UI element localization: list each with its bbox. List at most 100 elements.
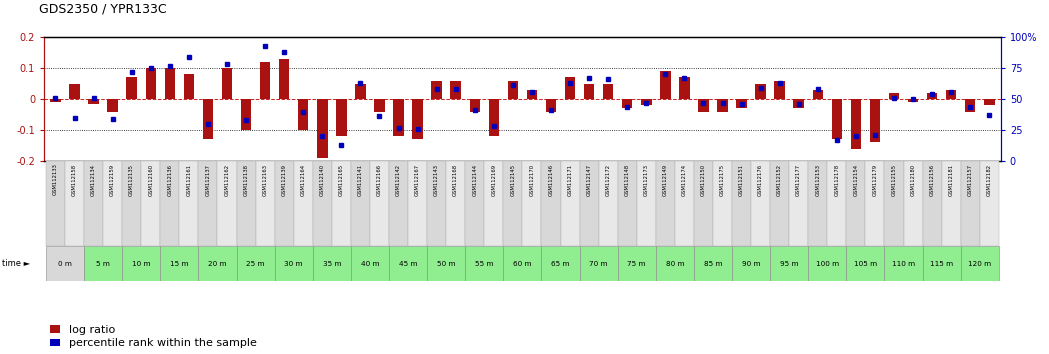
Bar xyxy=(160,161,179,246)
Bar xyxy=(256,161,275,246)
Bar xyxy=(408,161,427,246)
Text: GSM112182: GSM112182 xyxy=(987,164,991,196)
Text: GSM112159: GSM112159 xyxy=(110,164,115,196)
Bar xyxy=(641,99,651,105)
Bar xyxy=(923,161,942,246)
Bar xyxy=(984,99,994,105)
Bar xyxy=(584,84,595,99)
Text: GSM112174: GSM112174 xyxy=(682,164,687,196)
Bar xyxy=(564,78,575,99)
Bar xyxy=(184,74,194,99)
Bar xyxy=(336,99,346,136)
Text: 120 m: 120 m xyxy=(968,261,991,267)
Bar xyxy=(504,161,522,246)
Bar xyxy=(889,93,899,99)
Bar xyxy=(279,59,290,99)
Bar xyxy=(732,246,770,281)
Text: GSM112165: GSM112165 xyxy=(339,164,344,196)
Text: 85 m: 85 m xyxy=(704,261,722,267)
Text: GSM112166: GSM112166 xyxy=(377,164,382,196)
Bar xyxy=(832,99,842,139)
Bar xyxy=(374,99,385,112)
Bar xyxy=(679,78,689,99)
Bar xyxy=(789,161,809,246)
Bar xyxy=(580,246,618,281)
Text: time ►: time ► xyxy=(2,259,30,268)
Text: GSM112145: GSM112145 xyxy=(511,164,515,196)
Text: GSM112168: GSM112168 xyxy=(453,164,458,196)
Bar xyxy=(236,161,256,246)
Text: 75 m: 75 m xyxy=(627,261,646,267)
Text: GSM112177: GSM112177 xyxy=(796,164,801,196)
Bar xyxy=(446,161,465,246)
Bar xyxy=(165,68,175,99)
Bar xyxy=(755,84,766,99)
Text: GSM112164: GSM112164 xyxy=(301,164,305,196)
Bar xyxy=(851,99,861,149)
Bar xyxy=(221,68,232,99)
Bar xyxy=(751,161,770,246)
Bar xyxy=(389,161,408,246)
Bar xyxy=(884,246,923,281)
Text: GSM112151: GSM112151 xyxy=(740,164,744,196)
Text: 95 m: 95 m xyxy=(780,261,798,267)
Bar xyxy=(470,99,480,112)
Bar xyxy=(599,161,618,246)
Bar xyxy=(508,81,518,99)
Bar xyxy=(603,84,614,99)
Bar xyxy=(907,99,918,102)
Text: GSM112154: GSM112154 xyxy=(854,164,858,196)
Text: GSM112157: GSM112157 xyxy=(968,164,972,196)
Text: 10 m: 10 m xyxy=(132,261,150,267)
Bar xyxy=(961,161,980,246)
Text: 115 m: 115 m xyxy=(930,261,954,267)
Text: GDS2350 / YPR133C: GDS2350 / YPR133C xyxy=(39,3,167,16)
Bar xyxy=(847,161,865,246)
Bar xyxy=(103,161,122,246)
Bar xyxy=(793,99,804,108)
Text: GSM112153: GSM112153 xyxy=(815,164,820,196)
Legend: log ratio, percentile rank within the sample: log ratio, percentile rank within the sa… xyxy=(49,325,256,348)
Bar xyxy=(618,246,656,281)
Text: 105 m: 105 m xyxy=(854,261,877,267)
Text: GSM112137: GSM112137 xyxy=(206,164,211,196)
Text: GSM112136: GSM112136 xyxy=(168,164,172,196)
Bar xyxy=(202,99,213,139)
Bar xyxy=(122,246,160,281)
Text: GSM112179: GSM112179 xyxy=(873,164,877,196)
Bar xyxy=(331,161,350,246)
Bar xyxy=(694,161,713,246)
Text: 90 m: 90 m xyxy=(742,261,761,267)
Bar xyxy=(828,161,847,246)
Bar xyxy=(389,246,427,281)
Bar xyxy=(903,161,923,246)
Bar xyxy=(350,246,389,281)
Bar xyxy=(656,246,694,281)
Bar xyxy=(350,161,370,246)
Text: GSM112139: GSM112139 xyxy=(282,164,286,196)
Bar xyxy=(870,99,880,143)
Text: 50 m: 50 m xyxy=(437,261,455,267)
Text: GSM112181: GSM112181 xyxy=(948,164,954,196)
Text: 40 m: 40 m xyxy=(361,261,379,267)
Bar xyxy=(965,99,976,112)
Bar xyxy=(122,161,142,246)
Text: GSM112149: GSM112149 xyxy=(663,164,668,196)
Bar xyxy=(809,246,847,281)
Text: GSM112160: GSM112160 xyxy=(148,164,153,196)
Bar xyxy=(298,99,308,130)
Bar xyxy=(545,99,556,112)
Bar xyxy=(522,161,541,246)
Bar xyxy=(865,161,884,246)
Bar xyxy=(217,161,236,246)
Text: GSM112169: GSM112169 xyxy=(491,164,496,196)
Text: 20 m: 20 m xyxy=(209,261,227,267)
Bar xyxy=(847,246,884,281)
Bar xyxy=(927,93,938,99)
Text: 5 m: 5 m xyxy=(97,261,110,267)
Bar xyxy=(65,161,84,246)
Bar xyxy=(160,246,198,281)
Bar xyxy=(260,62,271,99)
Bar xyxy=(774,81,785,99)
Bar xyxy=(69,84,80,99)
